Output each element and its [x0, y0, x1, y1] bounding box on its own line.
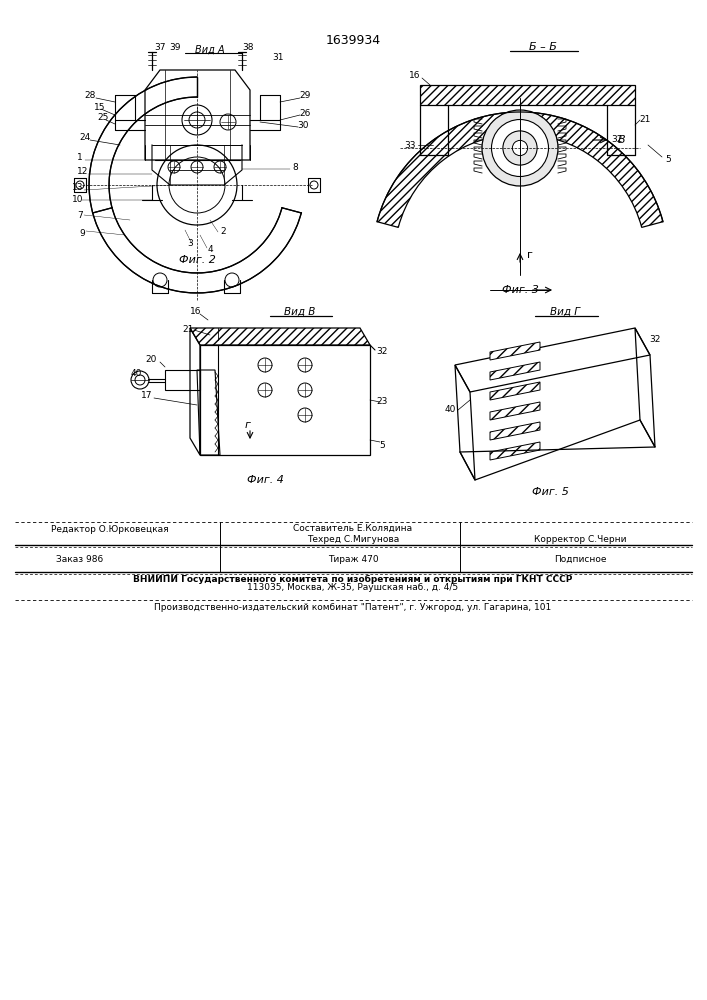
Polygon shape: [490, 442, 540, 460]
Text: Вид Г: Вид Г: [550, 307, 580, 317]
Text: Подписное: Подписное: [554, 554, 606, 564]
Text: В: В: [618, 135, 626, 145]
Text: г: г: [245, 420, 251, 430]
Text: 29: 29: [299, 92, 310, 101]
Text: 13: 13: [72, 184, 83, 192]
Text: Б – Б: Б – Б: [529, 42, 557, 52]
Polygon shape: [490, 382, 540, 400]
Polygon shape: [190, 328, 370, 345]
Text: 32: 32: [649, 336, 660, 344]
Wedge shape: [377, 112, 663, 227]
Text: 25: 25: [98, 113, 109, 122]
Text: 2: 2: [220, 228, 226, 236]
Text: 32: 32: [612, 135, 623, 144]
Text: 30: 30: [297, 120, 309, 129]
Text: 7: 7: [77, 211, 83, 220]
Text: 26: 26: [299, 108, 310, 117]
Text: 9: 9: [79, 229, 85, 237]
Text: Вид А: Вид А: [195, 45, 225, 55]
Text: Фиг. 2: Фиг. 2: [179, 255, 216, 265]
Text: Редактор О.Юрковецкая: Редактор О.Юрковецкая: [51, 526, 169, 534]
Text: г: г: [527, 250, 533, 260]
Text: 16: 16: [190, 308, 201, 316]
Text: ВНИИПИ Государственного комитета по изобретениям и открытиям при ГКНТ СССР: ВНИИПИ Государственного комитета по изоб…: [134, 574, 573, 584]
Text: Составитель Е.Колядина: Составитель Е.Колядина: [293, 524, 413, 532]
Circle shape: [482, 110, 558, 186]
Text: 5: 5: [665, 155, 671, 164]
Text: 16: 16: [409, 70, 421, 80]
Text: 24: 24: [79, 133, 90, 142]
Text: 8: 8: [292, 162, 298, 172]
Text: 3: 3: [187, 239, 193, 248]
Text: Техред С.Мигунова: Техред С.Мигунова: [307, 534, 399, 544]
Text: 40: 40: [130, 368, 141, 377]
Text: 40: 40: [444, 406, 456, 414]
Text: 4: 4: [207, 245, 213, 254]
Text: Корректор С.Черни: Корректор С.Черни: [534, 534, 626, 544]
Circle shape: [503, 131, 537, 165]
Text: 28: 28: [84, 92, 95, 101]
Text: 21: 21: [639, 115, 650, 124]
Text: Фиг. 4: Фиг. 4: [247, 475, 284, 485]
Polygon shape: [490, 362, 540, 380]
Text: 17: 17: [141, 391, 153, 400]
Text: 31: 31: [272, 52, 284, 62]
Text: 33: 33: [404, 140, 416, 149]
Text: 39: 39: [169, 42, 181, 51]
Text: 1: 1: [77, 152, 83, 161]
Text: Тираж 470: Тираж 470: [327, 554, 378, 564]
Circle shape: [513, 140, 527, 156]
Text: Производственно-издательский комбинат "Патент", г. Ужгород, ул. Гагарина, 101: Производственно-издательский комбинат "П…: [154, 602, 551, 611]
Text: 21: 21: [182, 326, 194, 334]
Text: Фиг. 5: Фиг. 5: [532, 487, 568, 497]
Polygon shape: [490, 422, 540, 440]
Text: 5: 5: [379, 440, 385, 450]
Text: Заказ 986: Заказ 986: [57, 554, 104, 564]
Text: 37: 37: [154, 42, 165, 51]
Text: 113035, Москва, Ж-35, Раушская наб., д. 4/5: 113035, Москва, Ж-35, Раушская наб., д. …: [247, 584, 459, 592]
Circle shape: [491, 119, 549, 176]
Text: 10: 10: [72, 196, 83, 205]
Text: 1639934: 1639934: [325, 33, 380, 46]
Text: Фиг. 3: Фиг. 3: [501, 285, 539, 295]
Polygon shape: [490, 402, 540, 420]
Text: Вид В: Вид В: [284, 307, 316, 317]
Text: 20: 20: [146, 356, 157, 364]
Text: 23: 23: [376, 397, 387, 406]
Text: 12: 12: [77, 167, 88, 176]
Polygon shape: [490, 342, 540, 360]
Polygon shape: [420, 85, 635, 105]
Text: 15: 15: [94, 103, 106, 111]
Text: 38: 38: [243, 42, 254, 51]
Text: 32: 32: [376, 348, 387, 357]
